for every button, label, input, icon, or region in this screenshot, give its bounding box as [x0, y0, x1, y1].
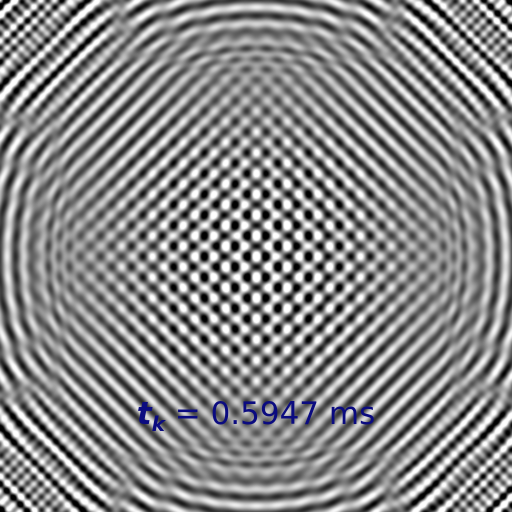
equals-sign: =	[164, 396, 211, 432]
time-caption: tk = 0.5947 ms	[0, 394, 512, 444]
time-symbol: t	[136, 396, 152, 432]
time-value: 0.5947	[210, 396, 320, 432]
time-unit: ms	[319, 396, 376, 432]
time-subscript: k	[151, 412, 165, 436]
